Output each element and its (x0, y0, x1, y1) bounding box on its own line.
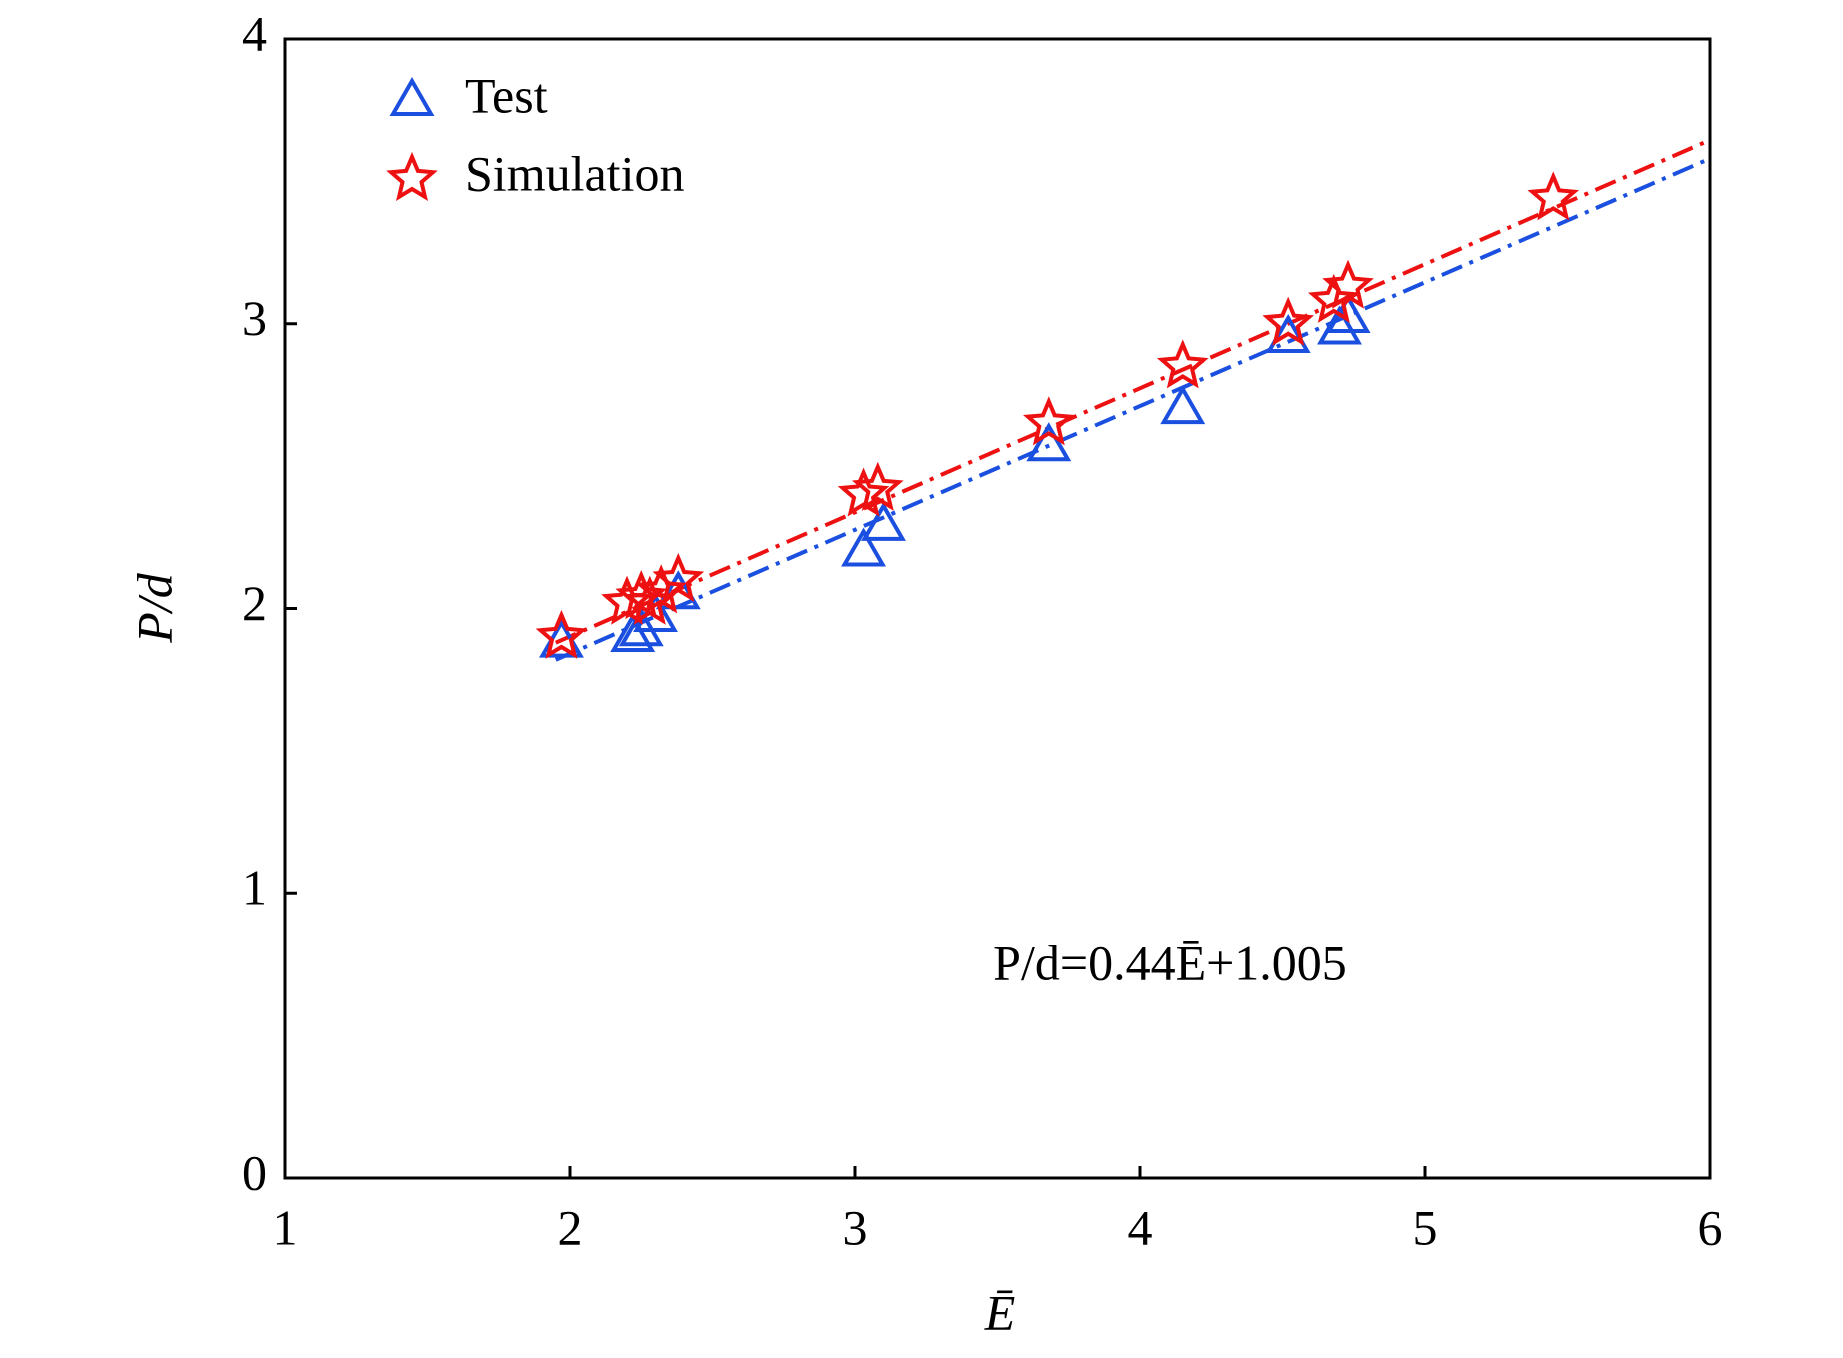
triangle-marker (610, 612, 656, 652)
star-marker (1527, 171, 1580, 221)
star-marker (1307, 273, 1360, 323)
y-tick-label: 1 (242, 860, 267, 916)
star-marker (535, 609, 588, 659)
fit-line (554, 156, 1711, 662)
fit-line (554, 138, 1711, 645)
triangle-marker (389, 76, 435, 116)
star-marker (1156, 339, 1209, 389)
star-marker (1322, 259, 1374, 309)
x-tick-label: 2 (558, 1199, 583, 1255)
triangle-marker (841, 527, 887, 567)
star-marker (652, 552, 705, 602)
x-axis-label: Ē (984, 1284, 1016, 1340)
triangle-marker (1160, 385, 1206, 425)
y-tick-label: 3 (242, 290, 267, 346)
y-tick-label: 0 (242, 1144, 267, 1200)
triangle-marker (861, 501, 906, 541)
x-tick-label: 4 (1128, 1199, 1153, 1255)
star-marker (386, 151, 438, 201)
triangle-marker (618, 607, 664, 647)
plot-frame (283, 37, 1712, 1180)
x-tick-label: 6 (1698, 1199, 1723, 1255)
y-tick-label: 2 (242, 575, 267, 631)
x-tick-label: 5 (1413, 1199, 1438, 1255)
legend-label: Test (465, 67, 548, 123)
x-tick-label: 1 (273, 1199, 298, 1255)
annotation: P/d=0.44Ē+1.005 (993, 934, 1347, 990)
star-marker (1022, 396, 1075, 446)
star-marker (635, 564, 688, 614)
star-marker (851, 461, 904, 511)
y-axis-label: P/d (126, 572, 182, 643)
star-marker (1262, 296, 1315, 346)
y-tick-label: 4 (242, 5, 267, 61)
legend-label: Simulation (465, 145, 684, 201)
triangle-marker (1026, 422, 1072, 462)
x-tick-label: 3 (843, 1199, 868, 1255)
